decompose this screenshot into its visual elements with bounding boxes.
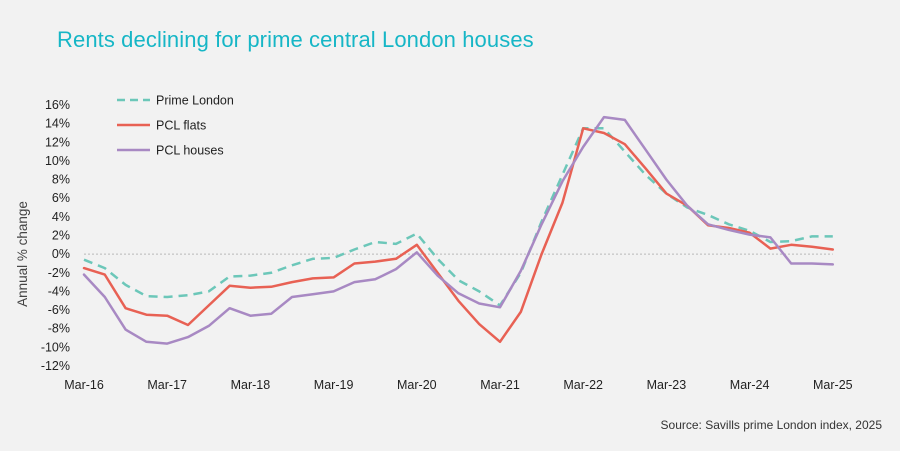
x-tick-labels: Mar-16 Mar-17 Mar-18 Mar-19 Mar-20 Mar-21 Mar-… [64, 378, 852, 392]
y-axis-title: Annual % change [15, 201, 30, 307]
y-tick-label: -8% [48, 322, 70, 336]
x-tick-label: Mar-23 [647, 378, 687, 392]
series-line-pcl-flats [82, 127, 835, 344]
y-tick-label: 16% [45, 98, 70, 112]
y-tick-label: -4% [48, 284, 70, 298]
y-tick-label: -12% [41, 359, 70, 373]
y-tick-label: 14% [45, 117, 70, 131]
series-line-pcl-houses [82, 115, 835, 345]
y-tick-label: -2% [48, 266, 70, 280]
x-tick-label: Mar-20 [397, 378, 437, 392]
legend-label-pcl-houses: PCL houses [156, 144, 224, 158]
x-tick-label: Mar-19 [314, 378, 354, 392]
legend-label-pcl-flats: PCL flats [156, 119, 206, 133]
x-tick-label: Mar-22 [563, 378, 603, 392]
x-tick-label: Mar-24 [730, 378, 770, 392]
legend: Prime London PCL flats PCL houses [117, 94, 234, 158]
y-tick-label: -6% [48, 303, 70, 317]
x-tick-label: Mar-25 [813, 378, 853, 392]
x-tick-label: Mar-21 [480, 378, 520, 392]
y-tick-label: 4% [52, 210, 70, 224]
series-lines [82, 115, 835, 345]
y-tick-label: 8% [52, 173, 70, 187]
source-note: Source: Savills prime London index, 2025 [660, 418, 882, 432]
y-tick-label: 6% [52, 191, 70, 205]
x-tick-label: Mar-17 [147, 378, 187, 392]
y-tick-label: 12% [45, 135, 70, 149]
y-tick-label: 2% [52, 229, 70, 243]
legend-label-prime-london: Prime London [156, 94, 234, 108]
series-line-prime-london [83, 127, 833, 307]
y-tick-label: 10% [45, 154, 70, 168]
x-tick-label: Mar-16 [64, 378, 104, 392]
chart-title: Rents declining for prime central London… [57, 27, 534, 52]
y-axis-title-group: Annual % change [15, 201, 30, 307]
y-tick-label: -10% [41, 340, 70, 354]
y-tick-labels: -12% -10% -8% -6% -4% -2% 0% 2% 4% 6% 8% 10% 12% 14% 1… [41, 98, 70, 373]
x-tick-label: Mar-18 [231, 378, 271, 392]
y-tick-label: 0% [52, 247, 70, 261]
